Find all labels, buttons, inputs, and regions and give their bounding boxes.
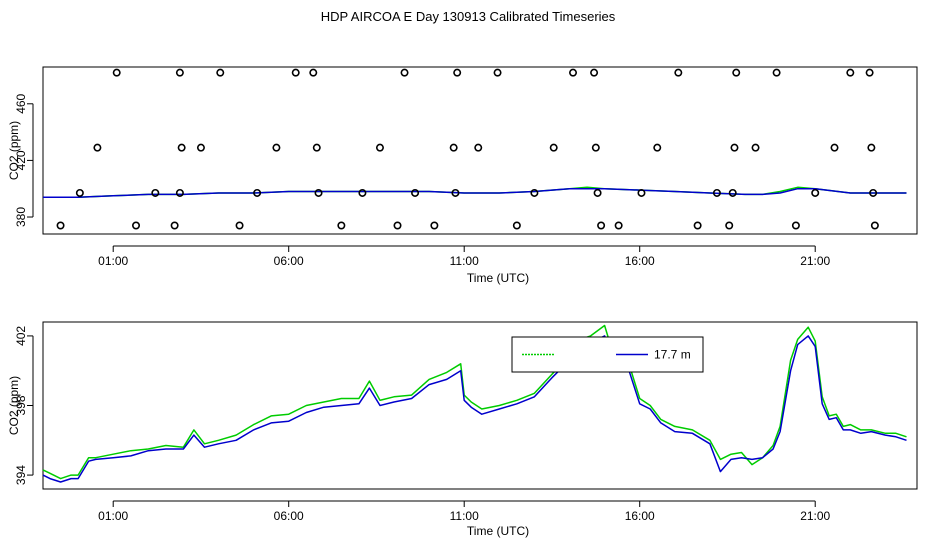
data-point: [865, 68, 874, 77]
data-point: [314, 188, 323, 197]
data-point: [170, 221, 179, 230]
data-point: [867, 143, 876, 152]
x-tick-label: 06:00: [274, 509, 304, 523]
data-point: [869, 188, 878, 197]
data-point: [337, 221, 346, 230]
data-point: [530, 188, 539, 197]
data-point: [453, 68, 462, 77]
data-point: [549, 143, 558, 152]
plot-frame: [42, 66, 918, 235]
y-tick-label: 380: [14, 207, 28, 227]
data-point: [411, 188, 420, 197]
data-point: [196, 143, 205, 152]
data-point: [614, 221, 623, 230]
data-point: [493, 68, 502, 77]
data-point: [811, 188, 820, 197]
data-point: [728, 188, 737, 197]
data-point: [400, 68, 409, 77]
data-point: [253, 188, 262, 197]
data-point: [375, 143, 384, 152]
x-tick-label: 11:00: [450, 254, 479, 268]
data-point: [358, 188, 367, 197]
data-point: [597, 221, 606, 230]
legend-label-2: 17.7 m: [654, 348, 691, 362]
data-point: [430, 221, 439, 230]
x-tick-label: 11:00: [450, 509, 479, 523]
data-point: [235, 221, 244, 230]
data-point: [712, 188, 721, 197]
y-tick-label: 420: [14, 150, 28, 170]
y-tick-label: 394: [14, 465, 28, 485]
page-title: HDP AIRCOA E Day 130913 Calibrated Times…: [320, 9, 616, 24]
data-point: [112, 68, 121, 77]
plot-frame: [42, 321, 918, 490]
x-tick-label: 01:00: [98, 254, 128, 268]
data-point: [772, 68, 781, 77]
x-tick-label: 16:00: [625, 509, 655, 523]
data-point: [846, 68, 855, 77]
x-axis-label: Time (UTC): [467, 524, 529, 538]
data-point: [591, 143, 600, 152]
data-point: [272, 143, 281, 152]
series-line-1: [42, 324, 907, 480]
x-tick-label: 01:00: [98, 509, 128, 523]
data-point: [830, 143, 839, 152]
data-point: [725, 221, 734, 230]
data-point: [291, 68, 300, 77]
data-point: [870, 221, 879, 230]
data-point: [653, 143, 662, 152]
data-point: [512, 221, 521, 230]
data-point: [451, 188, 460, 197]
data-point: [730, 143, 739, 152]
data-point: [791, 221, 800, 230]
data-point: [693, 221, 702, 230]
data-point: [590, 68, 599, 77]
x-tick-label: 06:00: [274, 254, 304, 268]
x-axis-label: Time (UTC): [467, 271, 529, 285]
data-point: [93, 143, 102, 152]
series-line-2: [42, 335, 907, 483]
data-point: [309, 68, 318, 77]
panel-1: 01:00 06:00 11:00 16:00 21:00 380 420 460 Time (…: [7, 66, 918, 285]
series-line-2: [43, 187, 907, 198]
data-point: [593, 188, 602, 197]
y-tick-label: 460: [14, 93, 28, 113]
data-point: [216, 68, 225, 77]
x-tick-label: 21:00: [800, 509, 830, 523]
data-point: [674, 68, 683, 77]
y-axis-label: CO2 (ppm): [7, 121, 21, 180]
y-axis-label: CO2 (ppm): [7, 376, 21, 435]
x-tick-label: 21:00: [800, 254, 830, 268]
panel-2: 01:00 06:00 11:00 16:00 21:00 394 398 402 Time (…: [7, 321, 918, 538]
data-point: [449, 143, 458, 152]
data-point: [637, 188, 646, 197]
data-point: [751, 143, 760, 152]
data-point: [56, 221, 65, 230]
data-point: [132, 221, 141, 230]
data-point: [175, 68, 184, 77]
data-point: [175, 188, 184, 197]
data-point: [393, 221, 402, 230]
data-point: [151, 188, 160, 197]
legend: 17.7 m: [511, 336, 704, 373]
y-tick-label: 398: [14, 395, 28, 415]
data-point: [474, 143, 483, 152]
data-point: [312, 143, 321, 152]
data-point: [75, 188, 84, 197]
y-tick-label: 402: [14, 326, 28, 346]
x-tick-label: 16:00: [625, 254, 655, 268]
data-point: [569, 68, 578, 77]
data-point: [732, 68, 741, 77]
data-point: [177, 143, 186, 152]
